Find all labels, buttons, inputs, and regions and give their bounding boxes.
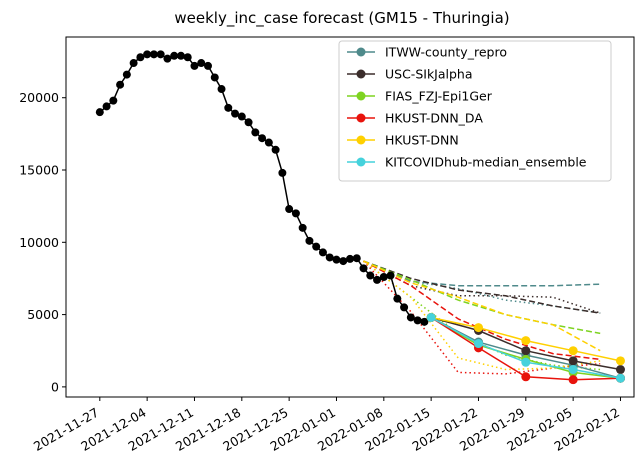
upper-bound-line — [363, 260, 601, 352]
legend-marker — [356, 69, 366, 79]
chart-title: weekly_inc_case forecast (GM15 - Thuring… — [174, 9, 509, 28]
observed-point — [170, 51, 179, 60]
observed-point — [217, 85, 226, 94]
legend-box — [338, 40, 612, 182]
observed-point — [224, 103, 233, 112]
legend-label: HKUST-DNN_DA — [385, 111, 483, 126]
lower-bound-line — [363, 260, 601, 371]
observed-point — [244, 118, 253, 127]
observed-point — [291, 209, 300, 218]
observed-point — [298, 223, 307, 232]
legend-label: ITWW-county_repro — [385, 45, 507, 60]
observed-point — [109, 96, 118, 105]
observed-point — [183, 53, 192, 62]
observed-point — [278, 168, 287, 177]
series-point — [615, 365, 625, 375]
y-axis: 0 5000 10000 15000 20000 — [19, 90, 66, 394]
legend-marker — [356, 113, 366, 123]
observed-point — [305, 236, 314, 245]
plot-area — [95, 50, 625, 385]
observed-point — [312, 242, 321, 251]
observed-point — [393, 294, 402, 303]
observed-point — [359, 264, 368, 273]
observed-point — [95, 108, 104, 117]
observed-point — [346, 254, 354, 263]
series-point — [521, 336, 531, 346]
x-axis: 2021-11-272021-12-042021-12-112021-12-18… — [31, 397, 622, 454]
observed-point — [264, 138, 273, 147]
series-point — [426, 312, 436, 322]
observed-point — [210, 73, 219, 82]
observed-point — [271, 145, 280, 154]
series-point — [568, 365, 578, 375]
y-tick-label: 10000 — [19, 235, 59, 250]
observed-point — [325, 253, 334, 262]
legend-label: HKUST-DNN — [385, 133, 459, 148]
legend-marker — [356, 157, 366, 167]
series-point — [568, 356, 578, 366]
legend-marker — [356, 47, 366, 57]
series-point — [615, 356, 625, 366]
legend-label: FIAS_FZJ-Epi1Ger — [385, 89, 493, 104]
observed-point — [406, 313, 415, 322]
series-point — [521, 346, 531, 356]
observed-point — [231, 109, 240, 118]
y-tick-label: 0 — [51, 379, 59, 394]
series-point — [473, 323, 483, 333]
observed-point — [116, 80, 125, 89]
observed-point — [332, 255, 341, 264]
y-tick-label: 20000 — [19, 90, 59, 105]
observed-point — [136, 53, 145, 62]
observed-point — [163, 54, 172, 63]
observed-point — [285, 205, 294, 214]
legend: ITWW-county_repro USC-SIkJalpha FIAS_FZJ-E… — [338, 40, 612, 182]
observed-point — [420, 317, 429, 326]
observed-point — [237, 112, 246, 121]
legend-label: KITCOVIDhub-median_ensemble — [385, 155, 587, 170]
observed-point — [190, 61, 199, 70]
observed-point — [176, 51, 185, 60]
upper-bound-line — [363, 260, 601, 314]
observed-point — [366, 271, 375, 280]
observed-point — [251, 128, 260, 137]
y-tick-label: 15000 — [19, 163, 59, 178]
observed-point — [204, 61, 212, 70]
series-point — [568, 375, 578, 385]
plot-frame — [65, 36, 635, 398]
observed-point — [379, 273, 388, 281]
observed-point — [413, 316, 422, 325]
observed-point — [373, 275, 382, 284]
legend-marker — [356, 135, 366, 145]
observed-point — [102, 102, 111, 111]
observed-point — [339, 257, 348, 266]
observed-point — [122, 70, 131, 79]
series-point — [521, 357, 531, 367]
observed-point — [318, 248, 327, 257]
observed-point — [352, 254, 361, 263]
series-point — [521, 372, 531, 382]
observed-point — [258, 134, 267, 143]
series-point — [568, 346, 578, 356]
observed-point — [149, 50, 158, 59]
observed-point — [197, 59, 206, 68]
observed-point — [129, 59, 138, 68]
observed-point — [143, 50, 152, 59]
legend-label: USC-SIkJalpha — [385, 67, 473, 82]
observed-point — [386, 271, 395, 280]
legend-marker — [356, 91, 366, 101]
upper-bound-line — [363, 260, 601, 335]
series-point — [473, 339, 483, 349]
observed-point — [400, 303, 409, 312]
observed-point — [156, 50, 165, 59]
y-tick-label: 5000 — [27, 307, 59, 322]
upper-bound-line — [363, 260, 601, 287]
series-point — [615, 373, 625, 383]
